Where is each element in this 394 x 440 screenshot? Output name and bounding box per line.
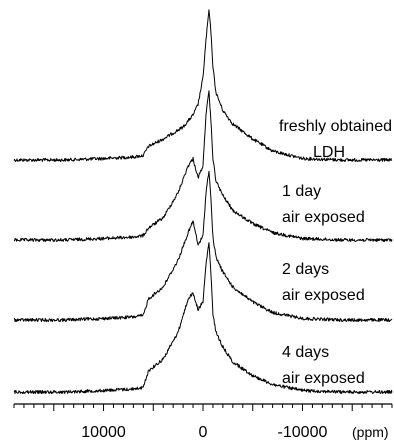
spectrum-label-4-line-2: air exposed <box>282 370 365 387</box>
x-axis-unit-label: (ppm) <box>352 424 389 440</box>
x-axis-ticks: 10000 0 -10000 <box>13 404 393 440</box>
spectra-group <box>13 9 393 395</box>
x-tick-label: -10000 <box>278 424 328 440</box>
spectrum-label-3-line-1: 2 days <box>282 261 329 278</box>
spectrum-line-3 <box>13 170 393 323</box>
spectrum-line-2 <box>13 90 393 243</box>
spectrum-label-2-line-1: 1 day <box>282 183 321 200</box>
spectrum-label-4-line-1: 4 days <box>282 344 329 361</box>
x-tick-label: 0 <box>199 424 208 440</box>
spectrum-label-3-line-2: air exposed <box>282 287 365 304</box>
spectrum-line-1 <box>13 9 393 163</box>
spectrum-label-1-line-2: LDH <box>313 144 345 161</box>
spectrum-label-1-line-1: freshly obtained <box>279 118 392 135</box>
spectrum-label-2-line-2: air exposed <box>282 209 365 226</box>
x-tick-label: 10000 <box>81 424 126 440</box>
spectrum-line-4 <box>13 242 393 395</box>
spectrum-labels: freshly obtained LDH 1 day air exposed 2 day… <box>279 118 392 387</box>
